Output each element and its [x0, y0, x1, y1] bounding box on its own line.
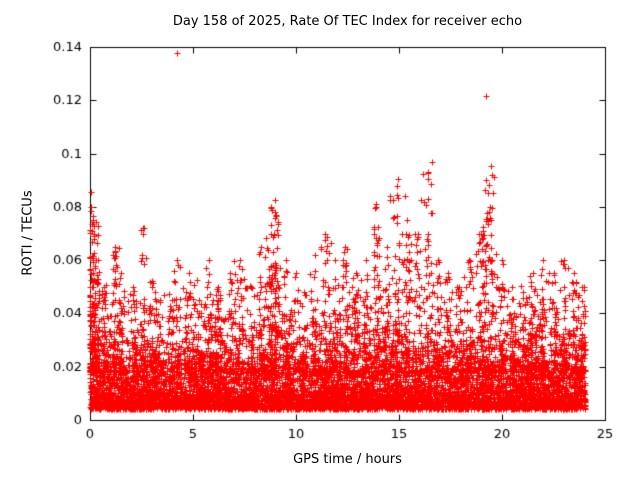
roti-scatter-chart: Day 158 of 2025, Rate Of TEC Index for r… [0, 0, 640, 480]
plot-area [0, 0, 640, 480]
